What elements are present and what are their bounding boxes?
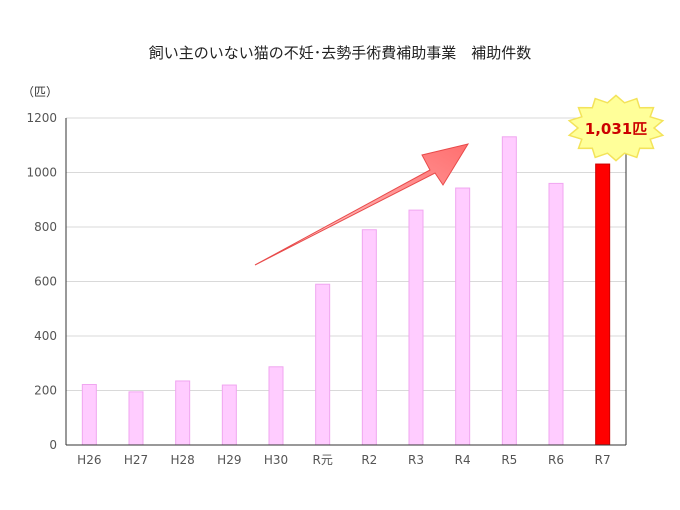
trend-arrow xyxy=(254,143,470,266)
y-tick-label: 200 xyxy=(34,384,57,398)
x-tick-label: H26 xyxy=(77,453,101,467)
gridlines xyxy=(66,117,626,391)
x-tick-label: R4 xyxy=(455,453,471,467)
starburst-shape xyxy=(567,94,665,162)
bar xyxy=(501,136,517,446)
x-tick-label: R元 xyxy=(312,453,332,467)
y-unit-label: （匹） xyxy=(22,85,58,99)
bar xyxy=(221,384,237,446)
y-tick-label: 1000 xyxy=(26,166,57,180)
x-tick-label: R5 xyxy=(501,453,517,467)
value-callout: 1,031匹 xyxy=(567,94,665,162)
x-tick-label: R3 xyxy=(408,453,424,467)
bar-highlighted xyxy=(595,163,611,446)
x-tick-label: H29 xyxy=(217,453,241,467)
bar xyxy=(455,187,471,446)
x-tick-label: H30 xyxy=(264,453,288,467)
x-tick-label: R7 xyxy=(595,453,611,467)
x-tick-label: H28 xyxy=(171,453,195,467)
bar xyxy=(81,384,97,446)
bar xyxy=(175,380,191,446)
bar xyxy=(315,283,331,446)
bar xyxy=(128,391,144,446)
y-tick-label: 800 xyxy=(34,220,57,234)
y-tick-label: 600 xyxy=(34,275,57,289)
y-axis-ticks: 0 200 400 600 800 1000 1200 xyxy=(26,111,57,452)
bar xyxy=(408,209,424,446)
x-axis-ticks: H26 H27 H28 H29 H30 R元 R2 R3 R4 R5 R6 R7 xyxy=(77,453,610,467)
y-tick-label: 0 xyxy=(49,438,57,452)
x-tick-label: H27 xyxy=(124,453,148,467)
bar xyxy=(361,229,377,446)
callout-text: 1,031匹 xyxy=(585,120,647,138)
bar xyxy=(548,182,564,446)
y-tick-label: 400 xyxy=(34,329,57,343)
bars xyxy=(81,136,611,446)
x-tick-label: R6 xyxy=(548,453,564,467)
bar xyxy=(268,366,284,446)
chart-title: 飼い主のいない猫の不妊･去勢手術費補助事業 補助件数 xyxy=(149,44,532,62)
x-tick-label: R2 xyxy=(361,453,377,467)
y-tick-label: 1200 xyxy=(26,111,57,125)
